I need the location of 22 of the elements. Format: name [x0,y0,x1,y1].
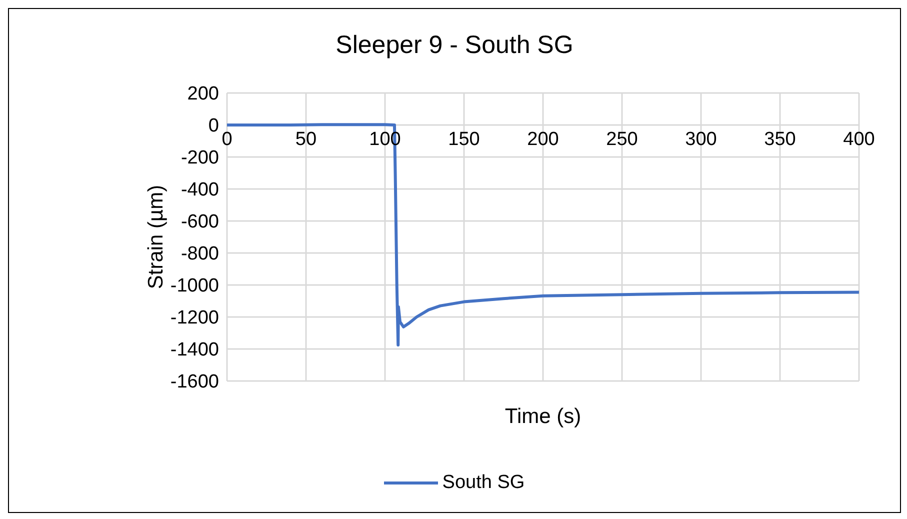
x-tick-label: 200 [527,129,559,150]
y-tick-label: -1400 [170,340,219,361]
y-tick-label: -1600 [170,372,219,393]
x-tick-label: 0 [222,129,232,150]
y-tick-label: -400 [180,180,219,201]
x-tick-label: 300 [685,129,717,150]
legend-label: South SG [442,472,525,494]
x-tick-label: 250 [606,129,638,150]
y-tick-label: 0 [208,116,219,137]
x-tick-label: 400 [843,129,875,150]
y-tick-label: -200 [180,148,219,169]
y-tick-label: -1200 [170,308,219,329]
x-axis-title: Time (s) [504,405,582,428]
x-tick-label: 50 [295,129,317,150]
x-tick-label: 150 [448,129,480,150]
y-tick-label: -800 [180,244,219,265]
y-tick-label: 200 [187,84,219,105]
y-tick-label: -1000 [170,276,219,297]
y-axis-title: Strain (µm) [144,184,168,290]
x-tick-label: 350 [764,129,796,150]
chart-title: Sleeper 9 - South SG [334,31,574,60]
y-tick-label: -600 [180,212,219,233]
